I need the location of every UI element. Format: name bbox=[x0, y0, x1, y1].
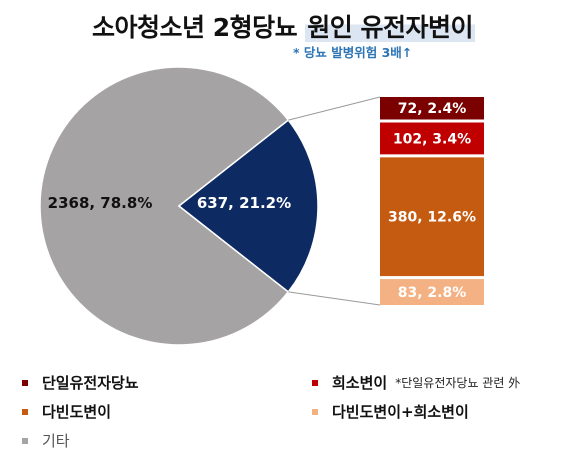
legend-swatch-polygenic bbox=[22, 408, 28, 415]
bar-segment-poly-plus-rare bbox=[380, 279, 484, 305]
bar-segment-polygenic-var bbox=[380, 157, 484, 277]
bar-label-polygenic-var: 380, 12.6% bbox=[388, 210, 476, 226]
connector-line-bottom bbox=[288, 291, 381, 306]
bar-label-poly-plus-rare: 83, 2.8% bbox=[398, 285, 467, 301]
pie-slice-variant-total bbox=[177, 119, 319, 293]
legend-swatch-poly-plus-rare bbox=[312, 408, 318, 415]
pie-layer: 2368, 78.8% 637, 21.2% bbox=[39, 66, 319, 346]
legend-label-monogenic: 단일유전자당뇨 bbox=[42, 374, 139, 392]
bar-segment-monogenic bbox=[380, 97, 484, 120]
legend-label-polygenic: 다빈도변이 bbox=[42, 403, 112, 421]
connector-lines bbox=[288, 96, 381, 306]
pie-label-other: 2368, 78.8% bbox=[48, 194, 153, 212]
legend-swatch-other bbox=[22, 437, 28, 444]
connector-line-top bbox=[288, 96, 381, 121]
stacked-bar: 72, 2.4% 102, 3.4% 380, 12.6% 83, 2.8% bbox=[380, 97, 484, 305]
legend-label-rare-variant: 희소변이 bbox=[332, 374, 388, 392]
bar-label-monogenic: 72, 2.4% bbox=[398, 101, 467, 117]
legend-item-monogenic: 단일유전자당뇨 bbox=[22, 372, 139, 393]
legend-note-rare-variant: *단일유전자당뇨 관련 外 bbox=[395, 376, 521, 390]
legend-swatch-rare-variant bbox=[312, 379, 318, 386]
legend-item-other: 기타 bbox=[22, 430, 70, 451]
legend-item-polygenic: 다빈도변이 bbox=[22, 401, 111, 422]
bar-label-rare-variant: 102, 3.4% bbox=[393, 131, 471, 147]
legend-label-poly-plus-rare: 다빈도변이+희소변이 bbox=[332, 403, 469, 421]
chart-subtitle: * 당뇨 발병위험 3배↑ bbox=[293, 45, 413, 60]
legend-label-other: 기타 bbox=[42, 432, 70, 450]
legend-item-poly-plus-rare: 다빈도변이+희소변이 bbox=[312, 401, 469, 422]
chart-title-main: 소아청소년 2형당뇨 bbox=[91, 13, 306, 42]
bar-segment-rare-variant bbox=[380, 122, 484, 155]
chart-title: 소아청소년 2형당뇨 원인 유전자변이 bbox=[0, 8, 567, 44]
chart-title-highlight: 원인 유전자변이 bbox=[305, 13, 476, 42]
legend-item-rare-variant: 희소변이 *단일유전자당뇨 관련 外 bbox=[312, 372, 520, 393]
pie-label-variant-total: 637, 21.2% bbox=[197, 194, 291, 212]
legend-swatch-monogenic bbox=[22, 379, 28, 386]
pie-slice-other bbox=[39, 66, 290, 346]
